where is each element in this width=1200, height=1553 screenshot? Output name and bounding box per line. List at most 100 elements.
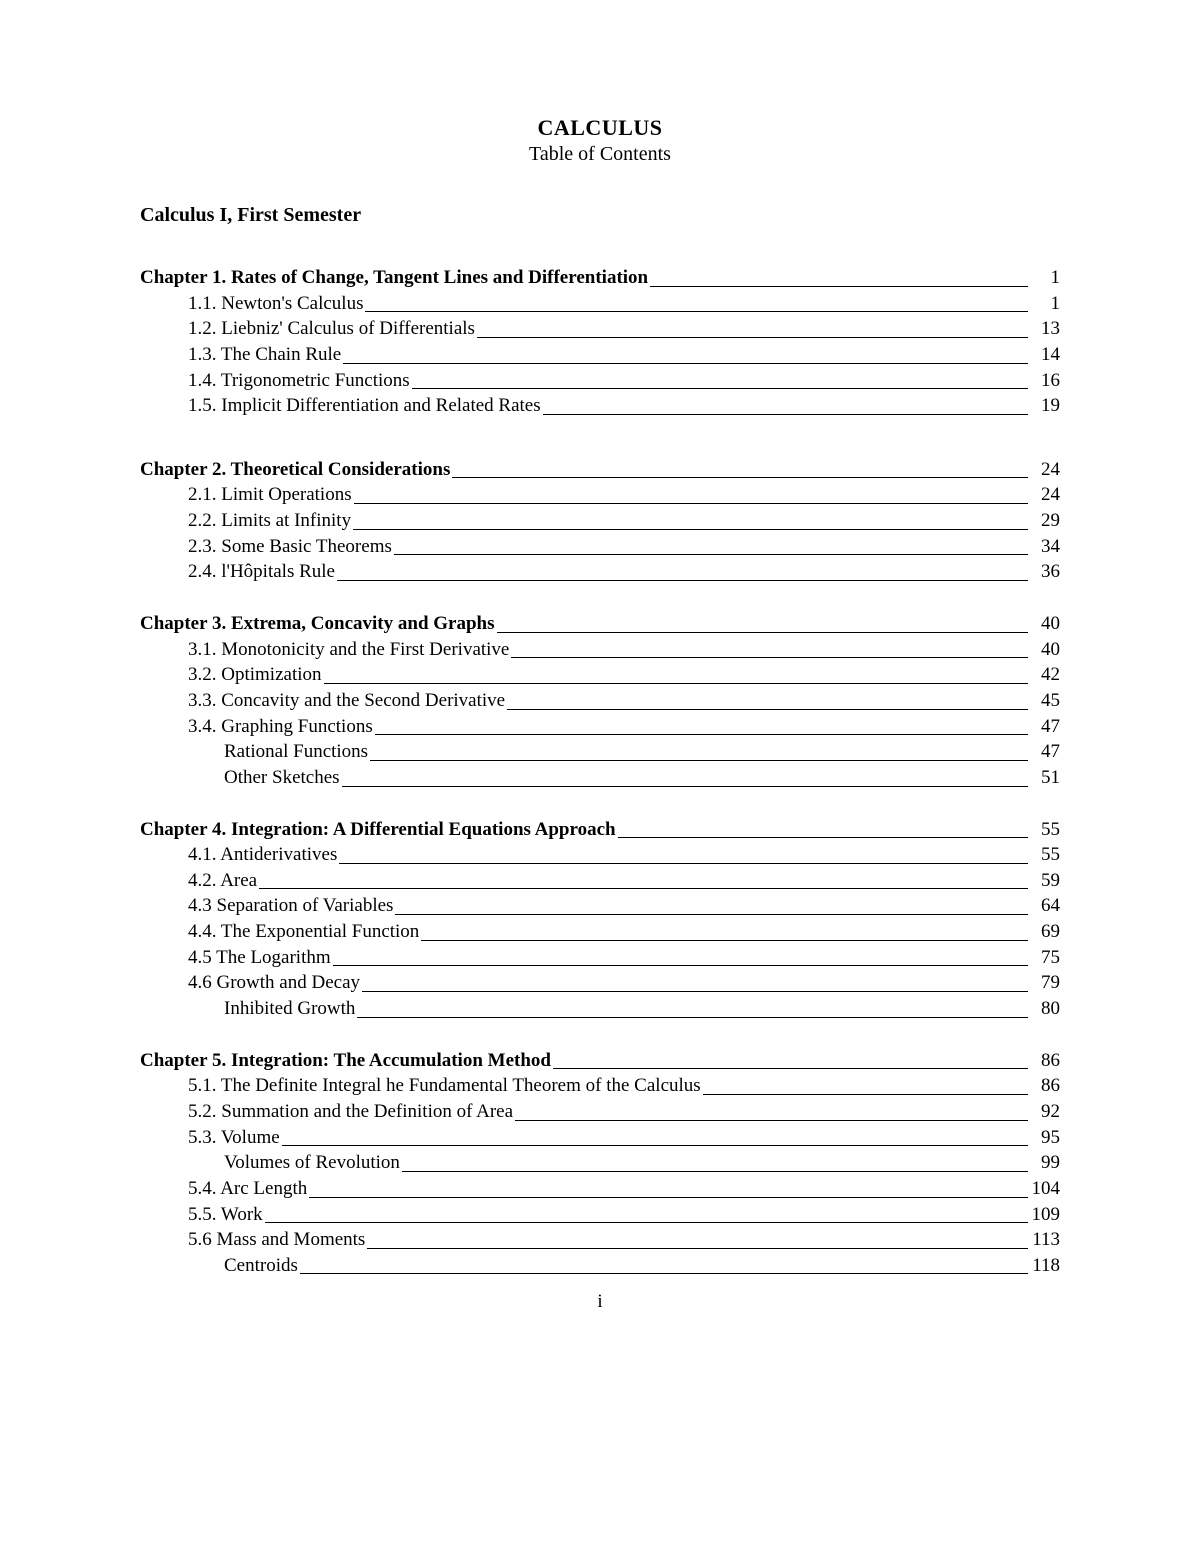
toc-leader bbox=[365, 311, 1028, 312]
toc-leader bbox=[375, 734, 1028, 735]
toc-leader bbox=[265, 1222, 1028, 1223]
toc-leader bbox=[703, 1094, 1028, 1095]
toc-entry-label: 5.6 Mass and Moments bbox=[188, 1227, 365, 1253]
toc-entry-page: 19 bbox=[1030, 393, 1060, 419]
toc-leader bbox=[339, 863, 1028, 864]
toc-leader bbox=[300, 1273, 1028, 1274]
document-title: CALCULUS bbox=[140, 115, 1060, 141]
toc-entry-page: 1 bbox=[1030, 291, 1060, 317]
toc-entry-page: 64 bbox=[1030, 893, 1060, 919]
toc-entry-label: Rational Functions bbox=[224, 739, 368, 765]
toc-entry-page: 34 bbox=[1030, 534, 1060, 560]
toc-leader bbox=[333, 965, 1028, 966]
toc-entry-label: 1.2. Liebniz' Calculus of Differentials bbox=[188, 316, 475, 342]
toc-leader bbox=[337, 580, 1028, 581]
toc-entry-label: 3.4. Graphing Functions bbox=[188, 714, 373, 740]
toc-entry-label: 2.3. Some Basic Theorems bbox=[188, 534, 392, 560]
toc-entry-page: 55 bbox=[1030, 842, 1060, 868]
toc-leader bbox=[477, 337, 1028, 338]
toc-entry-label: 1.4. Trigonometric Functions bbox=[188, 368, 410, 394]
toc-leader bbox=[394, 554, 1028, 555]
toc-leader bbox=[553, 1068, 1028, 1069]
toc-entry-page: 16 bbox=[1030, 368, 1060, 394]
toc-chapter-label: Chapter 1. Rates of Change, Tangent Line… bbox=[140, 265, 648, 291]
toc-entry-page: 29 bbox=[1030, 508, 1060, 534]
toc-section-line: 4.5 The Logarithm75 bbox=[140, 945, 1060, 971]
toc-entry-page: 86 bbox=[1030, 1073, 1060, 1099]
toc-chapter-line: Chapter 1. Rates of Change, Tangent Line… bbox=[140, 265, 1060, 291]
chapter-block: Chapter 3. Extrema, Concavity and Graphs… bbox=[140, 611, 1060, 790]
toc-entry-page: 45 bbox=[1030, 688, 1060, 714]
page-number-footer: i bbox=[0, 1291, 1200, 1313]
toc-section-line: 1.4. Trigonometric Functions 16 bbox=[140, 368, 1060, 394]
toc-entry-page: 118 bbox=[1030, 1253, 1060, 1279]
toc-section-line: 2.1. Limit Operations24 bbox=[140, 482, 1060, 508]
toc-entry-page: 36 bbox=[1030, 559, 1060, 585]
toc-entry-label: 2.2. Limits at Infinity bbox=[188, 508, 351, 534]
toc-entry-page: 47 bbox=[1030, 739, 1060, 765]
toc-leader bbox=[618, 837, 1028, 838]
toc-leader bbox=[511, 657, 1028, 658]
toc-leader bbox=[395, 914, 1028, 915]
toc-section-line: 3.2. Optimization42 bbox=[140, 662, 1060, 688]
toc-chapter-page: 55 bbox=[1030, 817, 1060, 843]
toc-section-line: 4.3 Separation of Variables64 bbox=[140, 893, 1060, 919]
toc-leader bbox=[342, 786, 1028, 787]
toc-entry-page: 109 bbox=[1030, 1202, 1060, 1228]
page-container: CALCULUS Table of Contents Calculus I, F… bbox=[0, 0, 1200, 1278]
toc-entry-label: Volumes of Revolution bbox=[224, 1150, 400, 1176]
toc-subitem-line: Inhibited Growth80 bbox=[140, 996, 1060, 1022]
toc-entry-label: 5.1. The Definite Integral he Fundamenta… bbox=[188, 1073, 701, 1099]
chapter-block: Chapter 2. Theoretical Considerations242… bbox=[140, 457, 1060, 585]
toc-section-line: 1.1. Newton's Calculus1 bbox=[140, 291, 1060, 317]
toc-entry-label: 1.3. The Chain Rule bbox=[188, 342, 341, 368]
toc-entry-label: Inhibited Growth bbox=[224, 996, 355, 1022]
toc-subitem-line: Volumes of Revolution99 bbox=[140, 1150, 1060, 1176]
toc-section-line: 2.4. l'Hôpitals Rule36 bbox=[140, 559, 1060, 585]
toc-entry-label: 5.3. Volume bbox=[188, 1125, 280, 1151]
toc-entry-label: Other Sketches bbox=[224, 765, 340, 791]
toc-chapter-page: 40 bbox=[1030, 611, 1060, 637]
toc-entry-page: 13 bbox=[1030, 316, 1060, 342]
toc-entry-label: 3.3. Concavity and the Second Derivative bbox=[188, 688, 505, 714]
chapter-block: Chapter 1. Rates of Change, Tangent Line… bbox=[140, 265, 1060, 419]
toc-entry-page: 92 bbox=[1030, 1099, 1060, 1125]
toc-section-line: 4.1. Antiderivatives55 bbox=[140, 842, 1060, 868]
toc-entry-page: 75 bbox=[1030, 945, 1060, 971]
toc-section-line: 4.4. The Exponential Function69 bbox=[140, 919, 1060, 945]
toc-subitem-line: Other Sketches51 bbox=[140, 765, 1060, 791]
document-subtitle: Table of Contents bbox=[140, 143, 1060, 166]
toc-leader bbox=[343, 363, 1028, 364]
toc-leader bbox=[353, 529, 1028, 530]
toc-section-line: 5.4. Arc Length104 bbox=[140, 1176, 1060, 1202]
toc-leader bbox=[354, 503, 1028, 504]
toc-entry-page: 104 bbox=[1030, 1176, 1060, 1202]
toc-leader bbox=[362, 991, 1028, 992]
toc-section-line: 4.2. Area59 bbox=[140, 868, 1060, 894]
toc-leader bbox=[402, 1171, 1028, 1172]
toc-leader bbox=[259, 888, 1028, 889]
toc-entry-page: 95 bbox=[1030, 1125, 1060, 1151]
toc-leader bbox=[367, 1248, 1028, 1249]
toc-section-line: 3.4. Graphing Functions47 bbox=[140, 714, 1060, 740]
toc-body: Chapter 1. Rates of Change, Tangent Line… bbox=[140, 265, 1060, 1278]
toc-leader bbox=[324, 683, 1028, 684]
chapter-block: Chapter 5. Integration: The Accumulation… bbox=[140, 1048, 1060, 1279]
toc-leader bbox=[421, 940, 1028, 941]
toc-section-line: 1.3. The Chain Rule 14 bbox=[140, 342, 1060, 368]
toc-entry-page: 14 bbox=[1030, 342, 1060, 368]
toc-chapter-page: 24 bbox=[1030, 457, 1060, 483]
toc-leader bbox=[497, 632, 1028, 633]
toc-chapter-page: 86 bbox=[1030, 1048, 1060, 1074]
toc-leader bbox=[515, 1120, 1028, 1121]
toc-leader bbox=[370, 760, 1028, 761]
toc-chapter-line: Chapter 4. Integration: A Differential E… bbox=[140, 817, 1060, 843]
toc-chapter-line: Chapter 3. Extrema, Concavity and Graphs… bbox=[140, 611, 1060, 637]
toc-entry-page: 79 bbox=[1030, 970, 1060, 996]
toc-entry-label: 3.1. Monotonicity and the First Derivati… bbox=[188, 637, 509, 663]
toc-section-line: 1.5. Implicit Differentiation and Relate… bbox=[140, 393, 1060, 419]
toc-section-line: 5.1. The Definite Integral he Fundamenta… bbox=[140, 1073, 1060, 1099]
toc-leader bbox=[309, 1197, 1028, 1198]
toc-section-line: 3.3. Concavity and the Second Derivative… bbox=[140, 688, 1060, 714]
toc-entry-page: 42 bbox=[1030, 662, 1060, 688]
